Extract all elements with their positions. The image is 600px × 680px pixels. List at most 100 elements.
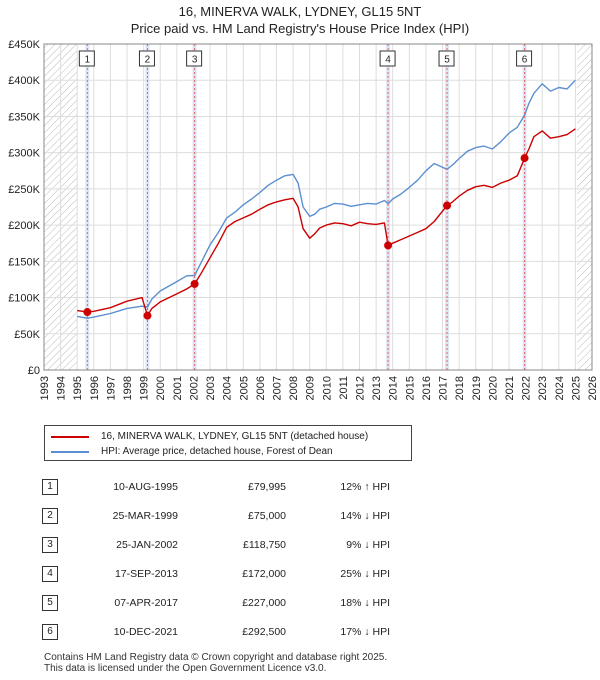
chart-title-block: 16, MINERVA WALK, LYDNEY, GL15 5NT Price…: [0, 3, 600, 37]
x-tick-label: 1997: [105, 376, 117, 400]
sale-hpi-diff: 25% ↓ HPI: [340, 567, 390, 580]
table-row: 1 10-AUG-1995 £79,995 12% ↑ HPI: [42, 472, 390, 501]
sale-band-6: [522, 44, 527, 370]
x-tick-label: 2016: [421, 376, 433, 400]
x-tick-label: 2021: [504, 376, 516, 400]
sale-marker-box-2: [138, 50, 155, 67]
legend-label-hpi: HPI: Average price, detached house, Fore…: [101, 446, 333, 457]
footer-licence: This data is licensed under the Open Gov…: [44, 663, 327, 674]
x-tick-label: 2009: [305, 376, 317, 400]
y-tick-label: £50K: [14, 329, 40, 341]
legend-item-hpi: HPI: Average price, detached house, Fore…: [51, 446, 333, 457]
x-tick-label: 2025: [570, 376, 582, 400]
sale-marker-label-4: 4: [385, 55, 391, 66]
legend-swatch-hpi: [51, 450, 89, 453]
x-tick-label: 2020: [487, 376, 499, 400]
y-tick-label: £300K: [8, 148, 40, 160]
x-tick-label: 2003: [205, 376, 217, 400]
sale-date: 25-MAR-1999: [112, 509, 178, 522]
x-tick-label: 2013: [371, 376, 383, 400]
sale-marker-box-6: [516, 50, 533, 67]
x-tick-label: 2014: [388, 376, 400, 400]
price-chart: 1 2 3 4 5 6 £0 £50K £100K £150K £200K £250K £300K £3…: [8, 39, 599, 400]
sale-number: 3: [42, 530, 58, 559]
plot-frame: [43, 43, 593, 371]
y-tick-label: £200K: [8, 220, 40, 232]
sale-price: £292,500: [242, 625, 286, 638]
y-tick-label: £150K: [8, 256, 40, 268]
sale-hpi-diff: 18% ↓ HPI: [340, 596, 390, 609]
sale-price: £75,000: [248, 509, 286, 522]
x-tick-label: 2002: [188, 376, 200, 400]
x-tick-label: 1994: [56, 376, 68, 400]
sale-price: £227,000: [242, 596, 286, 609]
sale-price: £172,000: [242, 567, 286, 580]
sale-marker-box-3: [186, 50, 203, 67]
footer-copyright: Contains HM Land Registry data © Crown c…: [44, 652, 388, 663]
sale-date: 25-JAN-2002: [116, 538, 178, 551]
x-tick-label: 2026: [587, 376, 599, 400]
sale-point-4: [384, 241, 393, 250]
sale-hpi-diff: 9% ↓ HPI: [346, 538, 390, 551]
table-row: 4 17-SEP-2013 £172,000 25% ↓ HPI: [42, 559, 390, 588]
sale-band-1: [85, 44, 90, 370]
series-line-hpi: [77, 79, 576, 319]
x-tick-label: 2006: [255, 376, 267, 400]
sale-number: 5: [42, 588, 58, 617]
sale-marker-label-3: 3: [192, 55, 198, 66]
sale-number-badge: 1: [42, 478, 58, 495]
legend-item-property: 16, MINERVA WALK, LYDNEY, GL15 5NT (deta…: [51, 431, 368, 442]
sale-marker-label-1: 1: [85, 55, 91, 66]
x-tick-label: 2018: [454, 376, 466, 400]
sale-date: 17-SEP-2013: [114, 567, 178, 580]
sale-point-2: [143, 311, 152, 320]
legend-swatch-property: [51, 435, 89, 438]
sale-band-3: [192, 44, 197, 370]
x-tick-label: 2024: [554, 376, 566, 400]
table-row: 6 10-DEC-2021 £292,500 17% ↓ HPI: [42, 617, 390, 646]
legend-label-property: 16, MINERVA WALK, LYDNEY, GL15 5NT (deta…: [101, 431, 369, 442]
x-tick-label: 2023: [537, 376, 549, 400]
x-tick-label: 2008: [288, 376, 300, 400]
x-tick-label: 2011: [338, 376, 350, 400]
hatched-region-end: [577, 44, 592, 370]
sale-number-badge: 3: [42, 536, 58, 553]
x-tick-label: 1998: [122, 376, 134, 400]
sale-hpi-diff: 14% ↓ HPI: [340, 509, 390, 522]
x-tick-label: 1999: [139, 376, 151, 400]
x-tick-label: 2000: [155, 376, 167, 400]
sale-band-4: [386, 44, 391, 370]
table-row: 3 25-JAN-2002 £118,750 9% ↓ HPI: [42, 530, 390, 559]
sale-number: 2: [42, 501, 58, 530]
sale-date: 10-DEC-2021: [113, 625, 178, 638]
sale-point-5: [443, 201, 452, 210]
sale-number: 6: [42, 617, 58, 646]
sale-date: 10-AUG-1995: [113, 480, 178, 493]
y-tick-label: £400K: [8, 75, 40, 87]
sale-price: £79,995: [248, 480, 286, 493]
sale-number-badge: 2: [42, 507, 58, 524]
sale-price: £118,750: [242, 538, 286, 551]
table-row: 5 07-APR-2017 £227,000 18% ↓ HPI: [42, 588, 390, 617]
sale-point-3: [190, 279, 199, 288]
sale-marker-label-2: 2: [145, 55, 151, 66]
x-tick-label: 2017: [438, 376, 450, 400]
sale-date: 07-APR-2017: [114, 596, 178, 609]
x-tick-label: 2001: [172, 376, 184, 400]
x-tick-label: 2019: [471, 376, 483, 400]
y-tick-label: £450K: [8, 39, 40, 51]
sale-point-1: [83, 308, 92, 317]
sale-marker-box-1: [78, 50, 95, 67]
sale-number: 1: [42, 472, 58, 501]
y-tick-label: £250K: [8, 184, 40, 196]
sale-band-2: [145, 44, 150, 370]
series-line-property: [77, 128, 576, 317]
x-tick-label: 1996: [89, 376, 101, 400]
x-tick-label: 2022: [521, 376, 533, 400]
sale-marker-box-5: [438, 50, 455, 67]
sale-point-6: [520, 154, 529, 163]
x-tick-label: 2004: [222, 376, 234, 400]
x-tick-label: 1995: [72, 376, 84, 400]
x-tick-label: 2015: [404, 376, 416, 400]
x-tick-label: 2005: [238, 376, 250, 400]
